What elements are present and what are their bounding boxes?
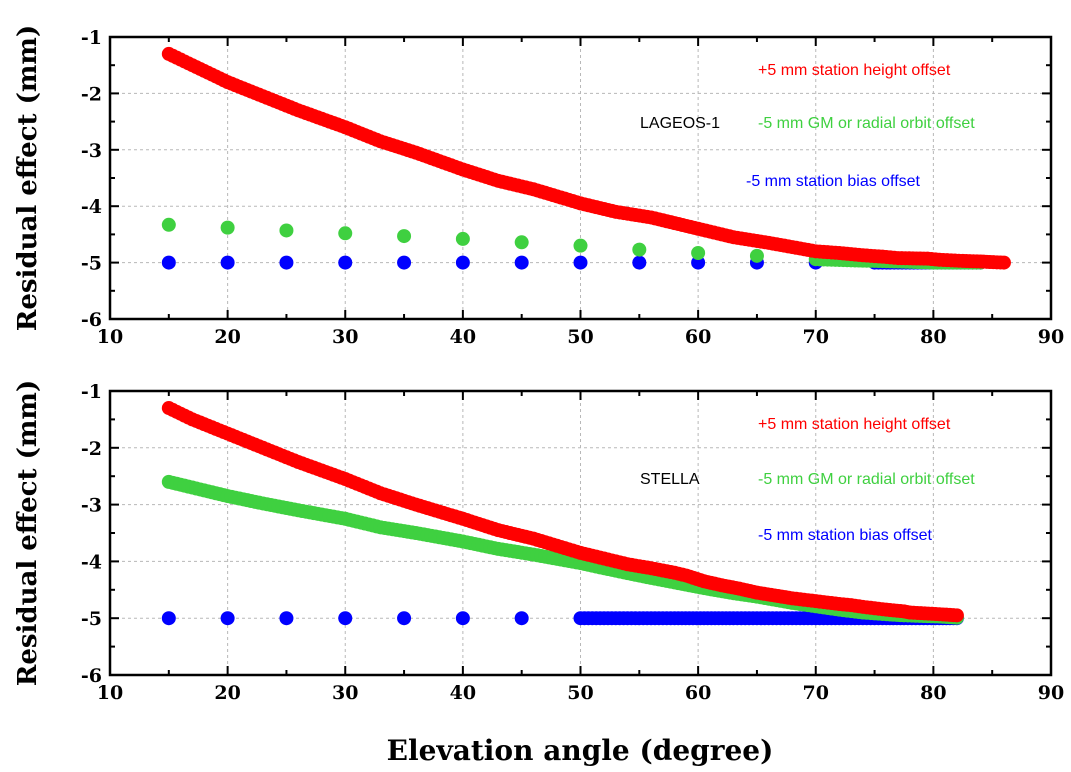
y-tick-label: -5 xyxy=(81,253,102,275)
data-point xyxy=(397,255,412,270)
data-point xyxy=(573,255,588,270)
data-point xyxy=(161,611,176,626)
data-point xyxy=(279,611,294,626)
y-tick-label: -1 xyxy=(81,381,102,403)
data-point xyxy=(632,242,647,257)
x-tick-label: 70 xyxy=(803,682,829,704)
series-0 xyxy=(161,401,964,623)
legend-entry: +5 mm station height offset xyxy=(758,416,951,433)
panel-stella: 10 20 30 40 50 60 70 80 90 -1 -2 -3 -4 -5 -6 Residual e… xyxy=(13,380,1064,704)
data-point xyxy=(161,217,176,232)
y-axis-title: Residual effect (mm) xyxy=(13,25,43,331)
y-tick-label: -2 xyxy=(81,83,102,105)
x-axis-title: Elevation angle (degree) xyxy=(387,734,774,767)
data-point xyxy=(338,226,353,241)
x-tick-label: 50 xyxy=(567,326,593,348)
series-0 xyxy=(161,46,1011,270)
x-tick-label: 80 xyxy=(920,326,946,348)
data-point xyxy=(996,255,1011,270)
x-tick-label: 60 xyxy=(685,326,711,348)
x-tick-label: 30 xyxy=(332,326,358,348)
legend-entry: +5 mm station height offset xyxy=(758,62,951,79)
legend-entry: -5 mm station bias offset xyxy=(746,173,921,190)
legend-entry: -5 mm station bias offset xyxy=(758,527,933,544)
x-tick-label: 40 xyxy=(450,326,476,348)
data-point xyxy=(220,611,235,626)
data-point xyxy=(691,255,706,270)
data-point xyxy=(220,255,235,270)
x-tick-label: 40 xyxy=(450,682,476,704)
satellite-label: LAGEOS-1 xyxy=(640,115,720,132)
data-point xyxy=(397,611,412,626)
data-point xyxy=(749,248,764,263)
x-tick-label: 20 xyxy=(214,682,240,704)
y-tick-label: -4 xyxy=(81,551,102,573)
x-tick-label: 90 xyxy=(1038,682,1064,704)
x-tick-label: 90 xyxy=(1038,326,1064,348)
x-tick-label: 60 xyxy=(685,682,711,704)
y-axis-title: Residual effect (mm) xyxy=(13,380,43,686)
data-point xyxy=(161,255,176,270)
x-tick-label: 70 xyxy=(803,326,829,348)
x-tick-label: 20 xyxy=(214,326,240,348)
x-tick-label: 80 xyxy=(920,682,946,704)
data-point xyxy=(514,235,529,250)
data-point xyxy=(338,611,353,626)
data-point xyxy=(455,611,470,626)
x-tick-label: 10 xyxy=(97,326,123,348)
x-tick-label: 50 xyxy=(567,682,593,704)
y-tick-label: -1 xyxy=(81,27,102,49)
legend-entry: -5 mm GM or radial orbit offset xyxy=(758,471,975,488)
y-tick-label: -3 xyxy=(81,495,102,517)
y-tick-label: -3 xyxy=(81,140,102,162)
data-point xyxy=(514,611,529,626)
data-point xyxy=(949,608,964,623)
data-point xyxy=(632,255,647,270)
data-point xyxy=(455,255,470,270)
satellite-label: STELLA xyxy=(640,471,700,488)
data-point xyxy=(455,231,470,246)
y-tick-label: -6 xyxy=(81,309,102,331)
data-point xyxy=(397,229,412,244)
panel-lageos-1: 10 20 30 40 50 60 70 80 90 -1 -2 -3 -4 -5 -6 Residual e… xyxy=(13,25,1064,348)
y-tick-label: -5 xyxy=(81,608,102,630)
data-point xyxy=(691,246,706,261)
data-point xyxy=(220,220,235,235)
y-tick-label: -2 xyxy=(81,438,102,460)
data-point xyxy=(573,238,588,253)
data-point xyxy=(514,255,529,270)
legend-entry: -5 mm GM or radial orbit offset xyxy=(758,115,975,132)
x-tick-label: 10 xyxy=(97,682,123,704)
y-tick-label: -4 xyxy=(81,196,102,218)
data-point xyxy=(279,223,294,238)
y-tick-label: -6 xyxy=(81,665,102,687)
data-point xyxy=(338,255,353,270)
data-point xyxy=(279,255,294,270)
x-tick-label: 30 xyxy=(332,682,358,704)
